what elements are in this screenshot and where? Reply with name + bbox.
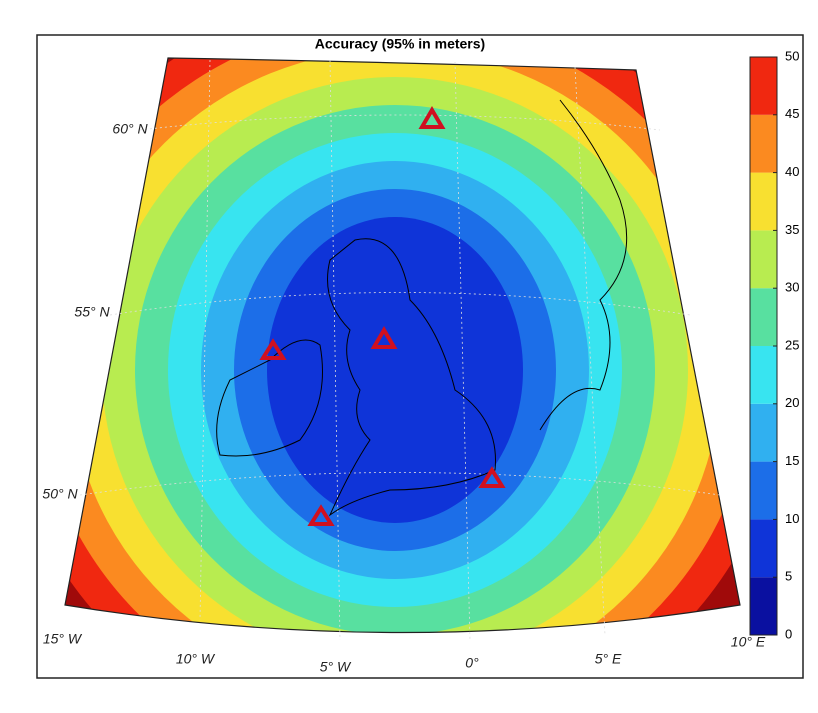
stations xyxy=(259,106,506,526)
colorbar-tick-label: 35 xyxy=(785,222,799,237)
colorbar-segment xyxy=(750,172,777,231)
colorbar-tick-label: 25 xyxy=(785,337,799,352)
colorbar-tick-label: 0 xyxy=(785,626,792,641)
colorbar-tick-label: 40 xyxy=(785,164,799,179)
colorbar-tick-label: 45 xyxy=(785,106,799,121)
colorbar-segment xyxy=(750,403,777,462)
colorbar-segment xyxy=(750,461,777,520)
colorbar-segment xyxy=(750,288,777,346)
colorbar-tick-label: 15 xyxy=(785,453,799,468)
colorbar-tick-label: 50 xyxy=(785,48,799,63)
latitude-label: 60° N xyxy=(112,121,148,137)
colorbar-segment xyxy=(750,346,777,404)
graticule xyxy=(79,59,721,641)
longitude-label: 0° xyxy=(465,655,479,671)
colorbar-segment xyxy=(750,57,777,115)
longitude-label: 5° E xyxy=(595,651,622,667)
latitude-label: 50° N xyxy=(42,486,78,502)
longitude-label: 5° W xyxy=(320,659,352,675)
map-title: Accuracy (95% in meters) xyxy=(315,36,485,52)
map-border xyxy=(64,57,741,634)
colorbar-segment xyxy=(750,519,777,578)
contour-band xyxy=(267,217,523,523)
colorbar-segment xyxy=(750,230,777,289)
coastlines xyxy=(216,99,628,517)
colorbar-tick-label: 20 xyxy=(785,395,799,410)
longitude-label: 10° W xyxy=(176,651,216,667)
colorbar-tick-label: 5 xyxy=(785,569,792,584)
longitude-label: 10° E xyxy=(731,634,766,650)
colorbar-segment xyxy=(750,114,777,173)
colorbar-tick-label: 30 xyxy=(785,280,799,295)
colorbar-tick-label: 10 xyxy=(785,511,799,526)
axis-labels: 60° N 55° N 50° N 15° W 10° W 5° W 0° 5° E 10° E xyxy=(42,121,765,675)
longitude-label: 15° W xyxy=(43,631,83,647)
colorbar-segment xyxy=(750,577,777,635)
colorbar: 0 5 10 15 20 25 30 35 40 45 50 xyxy=(749,48,799,641)
latitude-label: 55° N xyxy=(74,304,110,320)
